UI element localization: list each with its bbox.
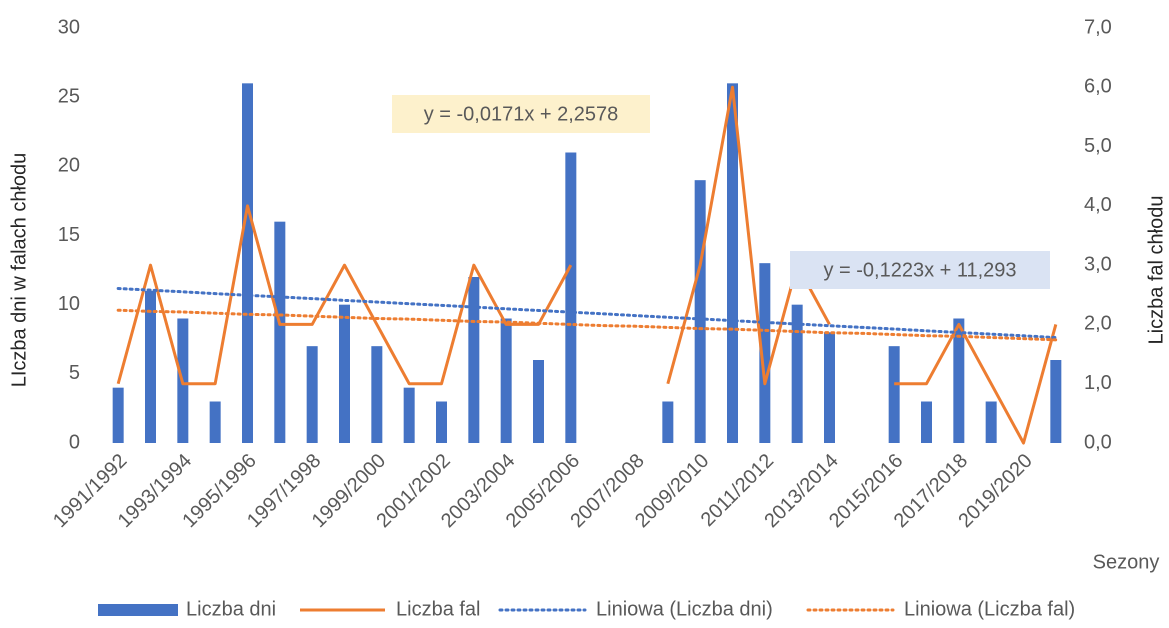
bar [985, 401, 997, 443]
bar [339, 304, 350, 443]
annotation: y = -0,1223x + 11,293 [823, 259, 1016, 281]
bar [953, 318, 965, 443]
y2-tick-label: 7,0 [1084, 16, 1112, 38]
bar [824, 332, 835, 443]
bar [403, 387, 415, 443]
legend-label: Liniowa (Liczba dni) [596, 598, 773, 620]
legend-label: Liczba fal [396, 598, 481, 620]
bar [436, 401, 447, 443]
bar [500, 318, 512, 443]
bar [791, 304, 803, 443]
bar [759, 263, 771, 443]
bar [921, 401, 932, 443]
bar [274, 221, 286, 443]
bar [209, 401, 221, 443]
y2-tick-label: 5,0 [1084, 135, 1112, 157]
y-tick-label: 30 [58, 16, 80, 38]
trend-line [116, 308, 1058, 342]
line [894, 322, 1058, 445]
bar [533, 360, 544, 443]
annotation-box [790, 251, 1050, 289]
annotation-box [392, 95, 650, 133]
y-axis-title: LIczba dni w falach chłodu [8, 153, 30, 388]
bar [371, 346, 383, 443]
bar [112, 387, 124, 443]
bar [242, 83, 253, 443]
bar [694, 180, 706, 443]
y-tick-label: 10 [58, 293, 80, 315]
bar [888, 346, 900, 443]
y-tick-label: 0 [69, 431, 80, 453]
annotation: y = -0,0171x + 2,2578 [424, 103, 619, 125]
trend-line [116, 286, 1058, 340]
y2-axis-title: Liczba fal chłodu [1145, 196, 1167, 345]
bar [468, 277, 480, 443]
y2-tick-label: 0,0 [1084, 431, 1112, 453]
legend-label: Liczba dni [186, 598, 276, 620]
y2-tick-label: 2,0 [1084, 313, 1112, 335]
bar [1050, 360, 1062, 443]
legend-swatch [98, 604, 178, 616]
x-axis-title: Sezony [1093, 551, 1160, 573]
y2-tick-label: 1,0 [1084, 372, 1112, 394]
bar [662, 401, 674, 443]
y2-tick-label: 3,0 [1084, 253, 1112, 275]
line [666, 85, 831, 386]
y-tick-label: 25 [58, 85, 80, 107]
bar [306, 346, 318, 443]
legend-label: Liniowa (Liczba fal) [904, 598, 1075, 620]
y2-tick-label: 6,0 [1084, 76, 1112, 98]
y-tick-label: 5 [69, 362, 80, 384]
bar [727, 83, 738, 443]
line [116, 204, 573, 386]
y2-tick-label: 4,0 [1084, 194, 1112, 216]
y-tick-label: 20 [58, 155, 80, 177]
y-tick-label: 15 [58, 224, 80, 246]
bar [145, 290, 156, 443]
bar [565, 152, 577, 443]
